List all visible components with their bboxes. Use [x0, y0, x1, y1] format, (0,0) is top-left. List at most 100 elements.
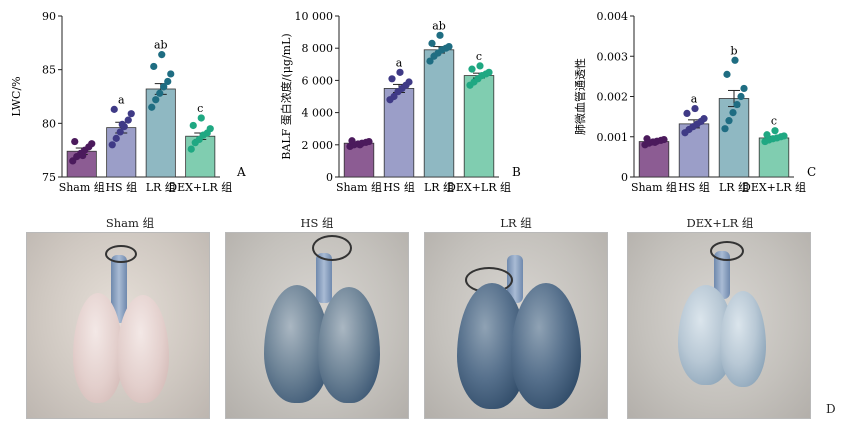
x-tick-label: LR 组: [424, 180, 454, 194]
x-tick-label: HS 组: [383, 180, 415, 194]
significance-label: b: [730, 44, 737, 57]
data-point: [651, 138, 659, 146]
data-point: [405, 78, 413, 86]
significance-label: a: [691, 93, 698, 106]
significance-label: c: [476, 50, 482, 63]
data-point: [112, 134, 120, 142]
data-point: [390, 92, 398, 101]
trachea: [316, 253, 332, 303]
data-point: [740, 84, 748, 93]
data-point: [365, 137, 373, 146]
trachea: [507, 255, 523, 303]
x-tick-label: LR 组: [146, 180, 176, 194]
panel-letter: B: [512, 165, 521, 179]
data-point: [725, 117, 733, 125]
data-point: [771, 127, 779, 135]
data-point: [426, 57, 434, 65]
data-point: [700, 115, 708, 123]
y-tick-label: 85: [42, 64, 56, 77]
x-tick-label: LR 组: [719, 180, 749, 194]
panel-letter: C: [807, 165, 816, 179]
y-tick-label: 10 000: [295, 10, 334, 23]
trachea: [714, 251, 730, 299]
data-point: [150, 62, 158, 71]
bar: [463, 75, 495, 178]
y-tick-label: 0: [326, 171, 333, 184]
data-point: [729, 109, 737, 117]
data-point: [127, 110, 135, 118]
lung-photo-dex-lr: [627, 232, 811, 419]
data-point: [88, 140, 96, 148]
y-axis-label: LWC/%: [10, 76, 23, 116]
data-point: [124, 116, 132, 124]
data-point: [643, 135, 651, 143]
lung-photo-lr: [424, 232, 608, 419]
data-point: [348, 137, 356, 145]
data-point: [206, 125, 214, 133]
y-tick-label: 90: [42, 10, 56, 23]
data-point: [189, 121, 197, 130]
data-point: [71, 137, 79, 146]
y-tick-label: 75: [42, 171, 56, 184]
significance-label: a: [118, 93, 125, 106]
photo-title-dex-lr: DEX+LR 组: [686, 216, 754, 230]
y-tick-label: 6 000: [302, 74, 334, 87]
significance-label: c: [771, 115, 777, 128]
significance-label: ab: [432, 19, 446, 32]
data-point: [485, 68, 493, 76]
y-tick-label: 0.001: [597, 131, 629, 144]
trachea: [111, 255, 127, 323]
data-point: [683, 109, 691, 118]
photo-title-lr: LR 组: [500, 216, 532, 230]
data-point: [160, 83, 168, 91]
y-tick-label: 0.004: [597, 10, 629, 23]
data-point: [660, 135, 668, 144]
data-point: [118, 120, 126, 129]
right-lung-lobe: [117, 295, 169, 403]
lung-photo-sham: [26, 232, 210, 419]
x-tick-label: Sham 组: [336, 180, 382, 194]
data-point: [737, 92, 745, 101]
data-point: [731, 56, 739, 64]
significance-label: a: [396, 56, 403, 69]
data-point: [148, 103, 156, 111]
data-point: [445, 42, 453, 51]
right-lung-lobe: [720, 291, 766, 387]
data-point: [356, 141, 364, 149]
panel-letter-d: D: [826, 402, 836, 416]
bar: [145, 88, 176, 178]
bar: [185, 135, 216, 178]
significance-label: ab: [154, 39, 168, 52]
y-tick-label: 80: [42, 117, 56, 130]
right-lung-lobe: [318, 287, 380, 403]
bar: [106, 127, 137, 178]
lung-photo-hs: [225, 232, 409, 419]
data-point: [428, 39, 436, 47]
y-axis-label: BALF 蛋白浓度/(μg/mL): [279, 33, 293, 159]
x-tick-label: DEX+LR 组: [168, 180, 232, 194]
y-axis-label: 肺微血管通透性: [573, 58, 587, 135]
data-point: [167, 70, 175, 78]
y-tick-label: 8 000: [302, 42, 334, 55]
suture-wire: [105, 245, 137, 263]
data-point: [468, 65, 476, 73]
significance-label: c: [197, 102, 203, 115]
data-point: [780, 132, 788, 140]
data-point: [110, 105, 118, 113]
right-lung-lobe: [511, 283, 581, 409]
panel-letter: A: [236, 165, 246, 179]
data-point: [197, 114, 205, 122]
x-tick-label: HS 组: [105, 180, 137, 194]
bar: [423, 49, 455, 178]
data-point: [723, 70, 731, 78]
data-point: [79, 151, 87, 160]
x-tick-label: Sham 组: [59, 180, 105, 194]
data-point: [388, 75, 396, 83]
data-point: [436, 31, 444, 39]
data-point: [691, 104, 699, 113]
data-point: [152, 96, 160, 104]
data-point: [156, 89, 164, 97]
x-tick-label: Sham 组: [631, 180, 677, 194]
y-tick-label: 4 000: [302, 107, 334, 120]
